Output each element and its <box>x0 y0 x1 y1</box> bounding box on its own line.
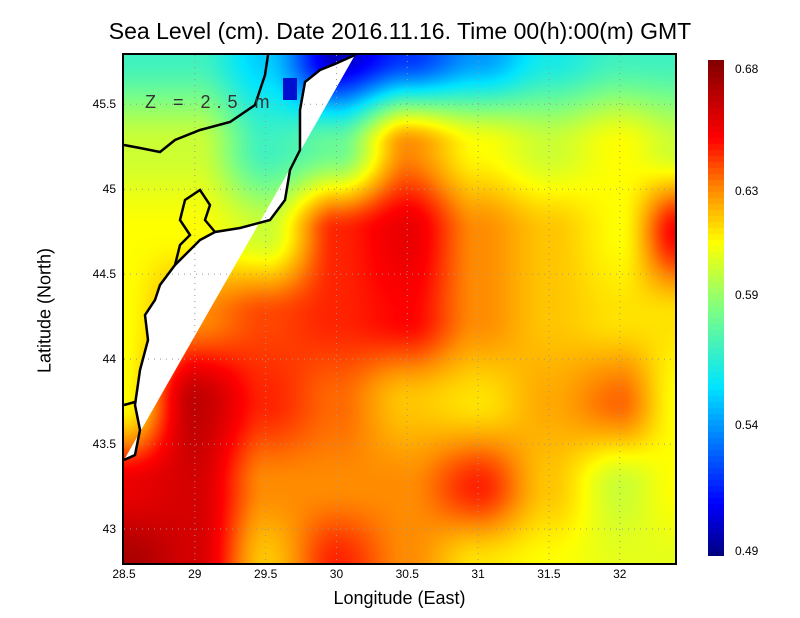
y-tick-label: 44 <box>102 352 116 367</box>
colorbar-tick-label: 0.63 <box>735 183 759 198</box>
x-tick-label: 32 <box>613 567 627 581</box>
depth-annotation: Z = 2.5 m <box>145 92 276 112</box>
x-tick-label: 28.5 <box>112 567 136 581</box>
colorbar-tick-label: 0.49 <box>735 544 759 558</box>
estuary-line <box>173 188 216 266</box>
y-tick-label: 44.5 <box>92 267 116 282</box>
x-tick-label: 31.5 <box>537 567 561 581</box>
sea-level-heatmap <box>124 55 675 563</box>
y-tick-label: 43 <box>102 522 116 537</box>
y-tick-label: 45 <box>102 182 116 197</box>
y-tick-label: 45.5 <box>92 97 116 112</box>
colorbar-tick-label: 0.68 <box>735 62 759 76</box>
shoreline-inland <box>123 54 270 154</box>
x-tick-label: 31 <box>471 567 485 581</box>
x-axis-label: Longitude (East) <box>333 588 466 608</box>
coastline <box>123 53 356 462</box>
lagoon <box>283 78 297 100</box>
colorbar-tick-label: 0.54 <box>735 418 759 433</box>
plot-frame <box>122 53 677 565</box>
x-tick-label: 30.5 <box>395 567 419 581</box>
x-tick-label: 29 <box>188 567 202 581</box>
x-tick-label: 29.5 <box>253 567 278 581</box>
y-axis-label: Latitude (North) <box>34 247 55 374</box>
y-tick-label: 43.5 <box>92 437 116 452</box>
colorbar <box>708 60 724 556</box>
x-tick-label: 30 <box>329 567 344 581</box>
chart-title: Sea Level (cm). Date 2016.11.16. Time 00… <box>108 18 692 44</box>
colorbar-tick-label: 0.59 <box>735 287 759 302</box>
shoreline-south <box>123 400 136 407</box>
